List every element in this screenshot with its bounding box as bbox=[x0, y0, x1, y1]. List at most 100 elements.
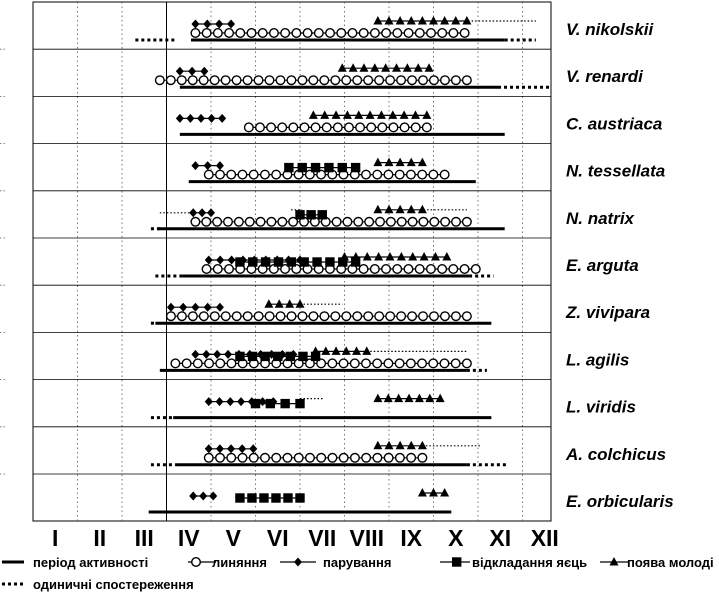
molting-marker bbox=[461, 75, 472, 86]
egg-laying-marker bbox=[265, 398, 276, 409]
species-label: L. viridis bbox=[566, 398, 636, 417]
mating-marker bbox=[191, 349, 200, 359]
molting-marker bbox=[366, 122, 377, 133]
molting-marker bbox=[388, 122, 399, 133]
molting-marker bbox=[212, 216, 223, 227]
egg-laying-marker bbox=[298, 351, 308, 362]
molting-marker bbox=[242, 75, 253, 86]
molting-marker bbox=[242, 311, 253, 322]
molting-marker bbox=[293, 452, 304, 463]
molting-marker bbox=[277, 122, 288, 133]
molting-marker bbox=[215, 358, 226, 369]
molting-marker bbox=[414, 28, 425, 39]
mating-marker bbox=[191, 19, 200, 29]
molting-marker bbox=[403, 28, 414, 39]
molting-marker bbox=[264, 75, 275, 86]
mating-marker bbox=[203, 302, 212, 312]
molting-marker bbox=[360, 358, 371, 369]
young-marker bbox=[406, 204, 416, 214]
molting-marker bbox=[405, 358, 416, 369]
mating-marker bbox=[267, 349, 276, 359]
molting-marker bbox=[428, 311, 439, 322]
molting-marker bbox=[396, 75, 407, 86]
molting-marker bbox=[291, 28, 302, 39]
mating-marker bbox=[202, 349, 211, 359]
species-row: V. renardi bbox=[154, 63, 644, 89]
molting-marker bbox=[439, 358, 450, 369]
molting-marker bbox=[259, 452, 270, 463]
egg-laying-marker bbox=[247, 351, 258, 362]
species-label: N. natrix bbox=[566, 209, 636, 228]
molting-marker bbox=[212, 28, 223, 39]
molting-marker bbox=[353, 216, 364, 227]
mating-marker bbox=[249, 444, 258, 454]
molting-marker bbox=[470, 264, 481, 275]
molting-marker bbox=[418, 75, 429, 86]
molting-marker bbox=[187, 75, 198, 86]
mating-marker bbox=[209, 491, 218, 501]
molting-marker bbox=[248, 169, 259, 180]
young-marker bbox=[429, 488, 438, 497]
mating-marker bbox=[166, 302, 175, 312]
molting-marker bbox=[349, 452, 360, 463]
mating-marker bbox=[179, 302, 188, 312]
molting-marker bbox=[358, 28, 369, 39]
molting-marker bbox=[286, 311, 297, 322]
legend-single-label: одиничні спостереження bbox=[33, 577, 194, 592]
molting-marker bbox=[330, 75, 341, 86]
molting-marker bbox=[459, 28, 470, 39]
young-marker bbox=[462, 16, 472, 25]
mating-marker bbox=[269, 397, 278, 407]
molting-marker bbox=[209, 75, 220, 86]
egg-laying-marker bbox=[299, 257, 309, 267]
legend-mating-label: парування bbox=[323, 555, 391, 570]
molting-marker bbox=[394, 169, 405, 180]
molting-marker bbox=[331, 216, 342, 227]
mating-marker bbox=[289, 349, 298, 359]
molting-marker bbox=[226, 358, 237, 369]
young-marker bbox=[417, 488, 427, 497]
molting-marker bbox=[429, 216, 440, 227]
young-marker bbox=[384, 440, 394, 450]
egg-laying-marker bbox=[285, 351, 296, 362]
young-marker bbox=[422, 110, 432, 119]
molting-marker bbox=[381, 264, 392, 275]
molting-marker bbox=[304, 452, 315, 463]
egg-laying-marker bbox=[235, 257, 245, 267]
molting-marker bbox=[381, 28, 392, 39]
mating-marker bbox=[227, 19, 236, 29]
molting-marker bbox=[223, 264, 234, 275]
young-marker bbox=[399, 110, 409, 119]
molting-marker bbox=[361, 169, 372, 180]
molting-marker bbox=[235, 28, 246, 39]
molting-marker bbox=[201, 28, 212, 39]
molting-marker bbox=[375, 216, 386, 227]
egg-laying-marker bbox=[284, 162, 294, 173]
young-marker bbox=[383, 393, 393, 403]
young-marker bbox=[406, 157, 416, 167]
species-label: E. orbicularis bbox=[566, 492, 674, 511]
month-label: II bbox=[93, 525, 106, 551]
month-label: VII bbox=[308, 525, 336, 551]
young-marker bbox=[331, 110, 341, 119]
young-marker bbox=[417, 440, 427, 450]
molting-marker bbox=[392, 28, 403, 39]
egg-laying-marker bbox=[310, 162, 321, 173]
molting-marker bbox=[308, 311, 319, 322]
mating-marker bbox=[207, 208, 215, 218]
molting-marker bbox=[266, 216, 277, 227]
mating-marker bbox=[226, 397, 235, 407]
molting-marker bbox=[288, 122, 299, 133]
molting-marker bbox=[264, 311, 275, 322]
mating-marker bbox=[216, 255, 225, 265]
species-label: N. tessellata bbox=[566, 162, 665, 181]
mating-marker bbox=[196, 113, 205, 123]
species-row: V. nikolskii bbox=[135, 16, 655, 42]
legend-activity-label: період активності bbox=[33, 555, 148, 570]
young-marker bbox=[429, 16, 438, 25]
molting-marker bbox=[352, 75, 363, 86]
molting-marker bbox=[319, 311, 330, 322]
molting-marker bbox=[352, 311, 363, 322]
species-row: C. austriaca bbox=[175, 110, 662, 136]
mating-marker bbox=[191, 302, 200, 312]
